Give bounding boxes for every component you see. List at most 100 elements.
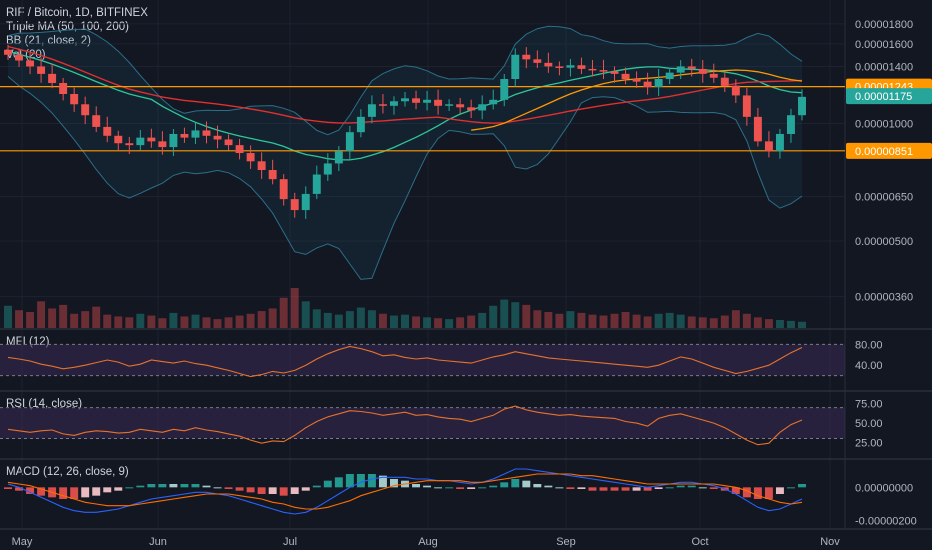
horizontal-levels — [0, 86, 845, 152]
candle-body — [401, 98, 409, 102]
price-tick-label: 0.00001800 — [855, 19, 913, 31]
candle-body — [577, 65, 586, 69]
macd-histogram-bar — [434, 487, 443, 489]
macd-histogram-bar — [15, 487, 23, 491]
rsi-pane-label[interactable]: RSI (14, close) — [6, 398, 83, 410]
price-tick-label: 0.00001000 — [855, 118, 913, 130]
candle-body — [522, 54, 531, 60]
candle-body — [621, 73, 630, 80]
level-price-tag: 0.00000851 — [855, 146, 913, 158]
volume-bar — [577, 312, 586, 328]
candle-body — [48, 73, 57, 83]
candle-body — [511, 54, 520, 80]
macd-histogram-bar — [235, 487, 244, 491]
candle-body — [323, 163, 332, 175]
volume-bar — [257, 311, 266, 328]
macd-histogram-bar — [334, 477, 343, 488]
macd-histogram-bar — [478, 487, 487, 489]
macd-histogram-bar — [698, 487, 707, 489]
volume-bar — [246, 313, 255, 328]
time-tick-label: Aug — [418, 536, 438, 548]
macd-histogram-bar — [522, 480, 531, 488]
candle-body — [709, 73, 718, 78]
volume-bar — [92, 306, 101, 328]
candle-body — [798, 96, 806, 116]
last-price-tag: 0.00001175 — [855, 91, 912, 103]
candle-body — [92, 115, 101, 127]
rsi-tick-label: 75.00 — [855, 399, 883, 411]
macd-histogram-bar — [378, 475, 387, 488]
candle-body — [103, 126, 112, 136]
volume-bar — [301, 301, 310, 328]
candle-body — [500, 79, 509, 100]
volume-bar — [533, 310, 542, 328]
macd-histogram-bar — [390, 479, 398, 488]
volume-bar — [731, 310, 740, 328]
candle-body — [312, 174, 321, 194]
candle-body — [434, 99, 443, 106]
time-tick-label: Jul — [283, 536, 297, 548]
volume-bar — [169, 312, 178, 328]
macd-pane-label[interactable]: MACD (12, 26, close, 9) — [6, 466, 129, 478]
volume-bar — [378, 313, 387, 328]
macd-histogram-bar — [643, 487, 652, 491]
time-tick-label: Nov — [820, 536, 840, 548]
mfi-line — [7, 345, 803, 378]
volume-bar — [147, 315, 156, 328]
volume-bar — [654, 313, 663, 328]
candle-body — [59, 82, 68, 95]
candle-body — [301, 193, 310, 211]
macd-histogram-bar — [4, 487, 12, 489]
volume-bar — [290, 288, 299, 328]
macd-histogram-bar — [577, 487, 586, 489]
price-axis: 0.00001800 0.00001600 0.00001400 0.00001000… — [855, 19, 913, 304]
macd-histogram-bar — [257, 487, 266, 494]
volume-bar — [279, 297, 288, 328]
candle-body — [742, 95, 751, 117]
macd-histogram-bar — [632, 487, 641, 491]
macd-tick-label: -0.00000200 — [855, 516, 917, 528]
volume-bar — [764, 319, 773, 328]
candle-body — [290, 199, 299, 211]
candle-body — [764, 141, 773, 152]
volume-bar — [4, 305, 12, 328]
candle-body — [599, 70, 608, 72]
macd-histogram-bar — [224, 487, 233, 489]
macd-histogram-bar — [456, 487, 465, 489]
volume-bar — [202, 317, 211, 328]
volume-bar — [588, 314, 597, 328]
volume-bar — [103, 314, 112, 328]
macd-histogram-bar — [654, 487, 663, 489]
candle-body — [114, 135, 123, 144]
macd-histogram-bar — [445, 487, 454, 489]
volume-bar — [544, 312, 553, 328]
macd-histogram-bar — [731, 487, 740, 494]
macd-histogram-bar — [268, 487, 277, 494]
macd-line — [7, 468, 803, 515]
volume-bar — [456, 317, 465, 328]
macd-histogram-bar — [367, 474, 376, 488]
legend-symbol[interactable]: RIF / Bitcoin, 1D, BITFINEX — [6, 7, 148, 19]
candle-body — [147, 137, 156, 142]
macd-histogram-bar — [301, 487, 310, 491]
macd-histogram-bar — [511, 479, 520, 488]
candle-body — [378, 104, 387, 106]
volume-bar — [136, 313, 145, 328]
candle-body — [81, 104, 90, 116]
volume-bar — [709, 318, 718, 328]
candle-body — [632, 79, 641, 82]
mfi-band — [0, 344, 845, 376]
volume-bar — [698, 317, 707, 328]
candle-body — [257, 161, 266, 171]
candle-body — [268, 170, 277, 180]
candle-body — [202, 130, 211, 136]
bollinger-fill — [8, 26, 802, 280]
candle-body — [731, 85, 740, 96]
macd-histogram-bar — [103, 487, 112, 493]
volume-bar — [401, 314, 409, 328]
candle-body — [70, 94, 79, 105]
volume-bar — [787, 320, 795, 328]
time-tick-label: Sep — [556, 536, 576, 548]
volume-bar — [345, 311, 354, 328]
